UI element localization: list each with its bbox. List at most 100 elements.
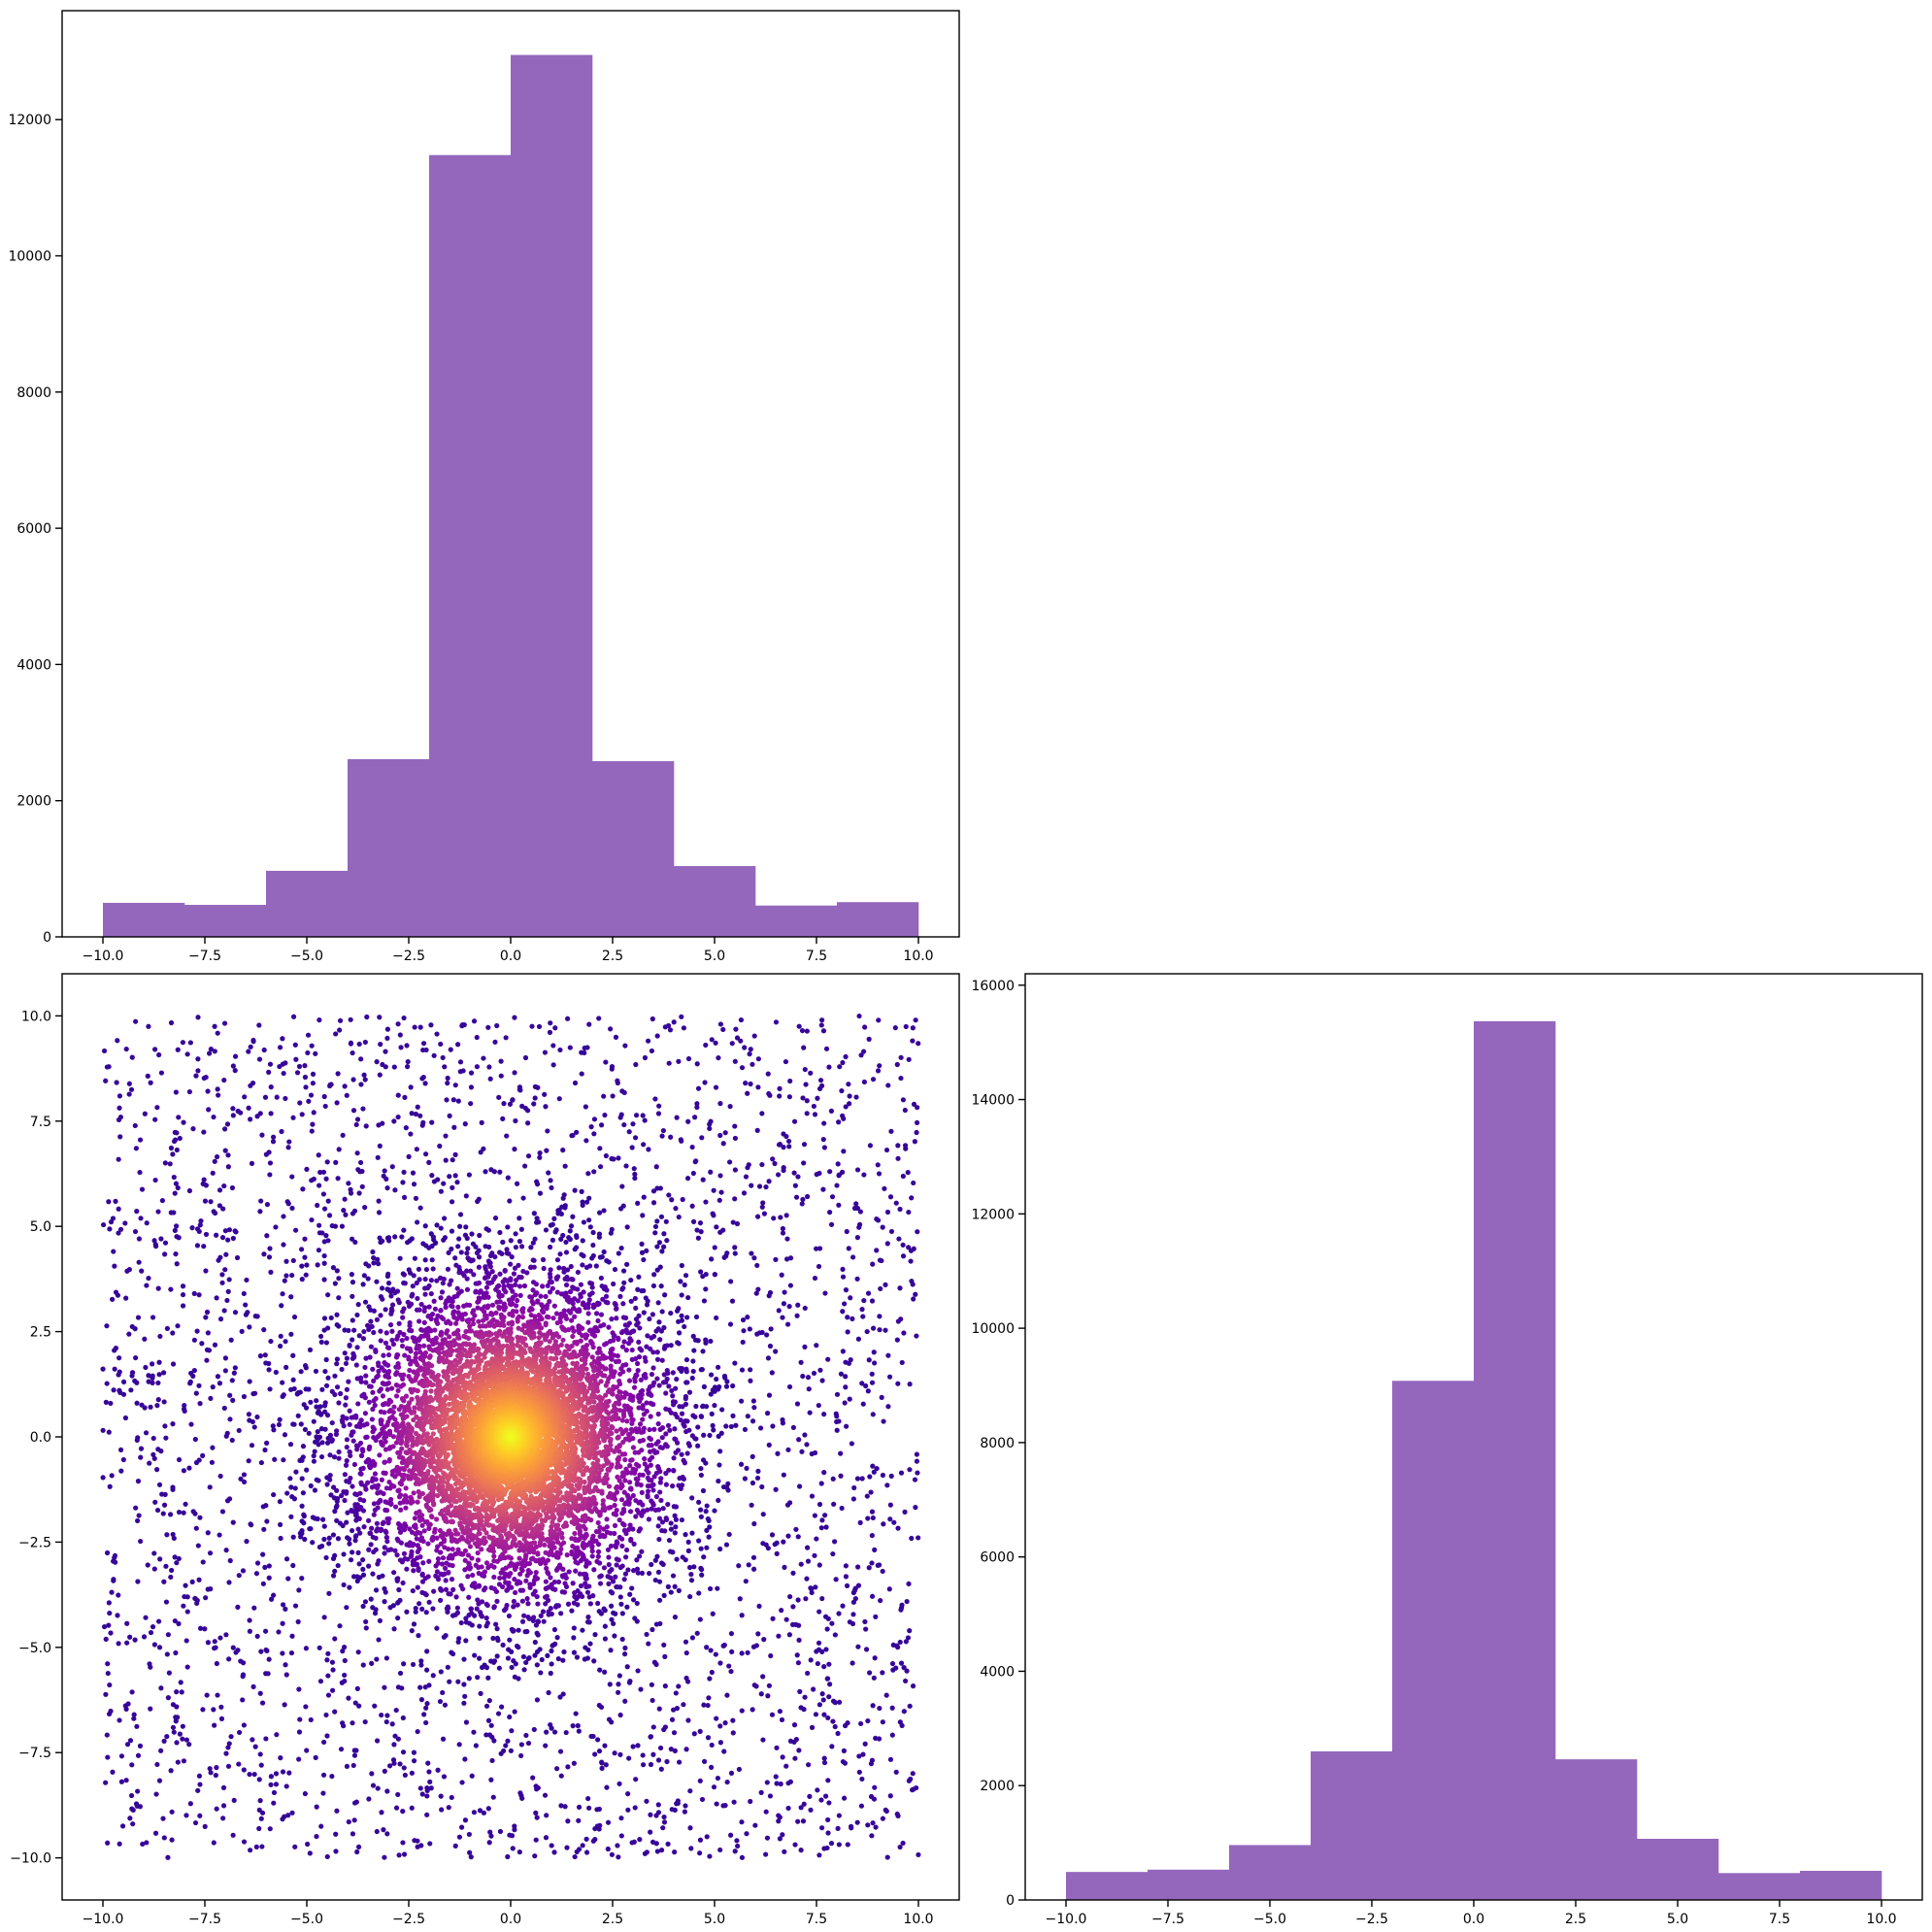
- scatter-point: [384, 1185, 390, 1191]
- scatter-point: [330, 1265, 337, 1271]
- scatter-point: [335, 1071, 341, 1077]
- scatter-point: [217, 1381, 223, 1386]
- scatter-point: [384, 1035, 390, 1042]
- scatter-point: [196, 1382, 202, 1388]
- scatter-point: [596, 1210, 603, 1216]
- scatter-point: [661, 1819, 668, 1825]
- scatter-point: [800, 1095, 806, 1101]
- scatter-point: [665, 1422, 672, 1428]
- scatter-point: [818, 1525, 824, 1531]
- scatter-point: [657, 1264, 663, 1270]
- scatter-point: [181, 1510, 186, 1516]
- scatter-point: [197, 1515, 203, 1520]
- scatter-point: [512, 1070, 517, 1076]
- scatter-point: [219, 1235, 226, 1241]
- scatter-point: [732, 1250, 738, 1256]
- scatter-point: [897, 1639, 903, 1646]
- scatter-point: [751, 1255, 757, 1261]
- scatter-point: [416, 1345, 422, 1350]
- scatter-point: [869, 1833, 875, 1839]
- scatter-point: [782, 1289, 787, 1295]
- scatter-point: [485, 1675, 491, 1681]
- scatter-point: [341, 1582, 347, 1588]
- scatter-point: [384, 1831, 390, 1837]
- scatter-point: [308, 1482, 314, 1489]
- scatter-point: [148, 1629, 154, 1636]
- scatter-point: [289, 1205, 295, 1212]
- scatter-point: [815, 1095, 820, 1101]
- scatter-point: [360, 1106, 366, 1112]
- scatter-point: [309, 1128, 315, 1134]
- scatter-point: [375, 1154, 381, 1160]
- scatter-point: [422, 1590, 428, 1596]
- scatter-point: [627, 1462, 633, 1469]
- scatter-point: [585, 1311, 591, 1316]
- scatter-point: [455, 1244, 461, 1249]
- scatter-point: [303, 1272, 309, 1278]
- scatter-point: [535, 1618, 541, 1624]
- scatter-point: [812, 1449, 818, 1456]
- scatter-point: [851, 1484, 857, 1491]
- scatter-point: [336, 1147, 342, 1152]
- scatter-point: [521, 1282, 528, 1289]
- scatter-point: [382, 1410, 387, 1416]
- scatter-point: [194, 1226, 201, 1232]
- scatter-point: [583, 1849, 590, 1855]
- scatter-point: [503, 1035, 509, 1041]
- scatter-point: [281, 1070, 286, 1077]
- scatter-point: [110, 1296, 116, 1302]
- scatter-point: [534, 1697, 541, 1703]
- scatter-point: [450, 1157, 455, 1163]
- scatter-point: [266, 1656, 272, 1662]
- scatter-point: [544, 1729, 550, 1735]
- scatter-point: [212, 1646, 217, 1651]
- scatter-point: [614, 1539, 619, 1545]
- scatter-point: [404, 1043, 410, 1049]
- scatter-point: [659, 1309, 665, 1315]
- scatter-point: [318, 1823, 324, 1829]
- scatter-point: [625, 1791, 631, 1797]
- scatter-point: [605, 1846, 611, 1852]
- scatter-point: [187, 1040, 193, 1046]
- scatter-point: [869, 1532, 875, 1539]
- scatter-point: [585, 1647, 591, 1653]
- scatter-point: [574, 1654, 581, 1660]
- scatter-point: [522, 1054, 529, 1061]
- scatter-point: [749, 1183, 754, 1188]
- scatter-point: [508, 1261, 514, 1267]
- scatter-point: [444, 1560, 450, 1566]
- scatter-point: [670, 1573, 677, 1579]
- scatter-point: [156, 1372, 162, 1378]
- scatter-point: [551, 1849, 557, 1855]
- scatter-point: [616, 1534, 622, 1541]
- scatter-point: [616, 1250, 621, 1256]
- scatter-point: [292, 1227, 299, 1233]
- scatter-point: [142, 1111, 148, 1116]
- scatter-point: [290, 1562, 296, 1569]
- scatter-point: [778, 1215, 783, 1220]
- scatter-point: [230, 1397, 236, 1403]
- scatter-point: [481, 1810, 487, 1815]
- scatter-point: [497, 1271, 503, 1277]
- scatter-point: [645, 1333, 650, 1339]
- scatter-point: [576, 1817, 582, 1823]
- scatter-point: [867, 1474, 873, 1480]
- scatter-point: [840, 1274, 847, 1280]
- scatter-point: [171, 1174, 177, 1181]
- scatter-point: [162, 1251, 168, 1257]
- scatter-point: [705, 1735, 712, 1741]
- scatter-point: [409, 1111, 415, 1116]
- scatter-point: [505, 1175, 511, 1181]
- scatter-point: [147, 1460, 152, 1466]
- scatter-point: [398, 1507, 404, 1513]
- scatter-point: [344, 1355, 350, 1361]
- scatter-point: [521, 1667, 527, 1673]
- scatter-point: [707, 1121, 713, 1127]
- scatter-point: [908, 1258, 914, 1264]
- scatter-point: [210, 1384, 216, 1390]
- scatter-point: [542, 1049, 549, 1055]
- scatter-point: [769, 1532, 776, 1538]
- scatter-point: [382, 1768, 387, 1774]
- scatter-point: [217, 1187, 223, 1193]
- scatter-point: [467, 1302, 473, 1308]
